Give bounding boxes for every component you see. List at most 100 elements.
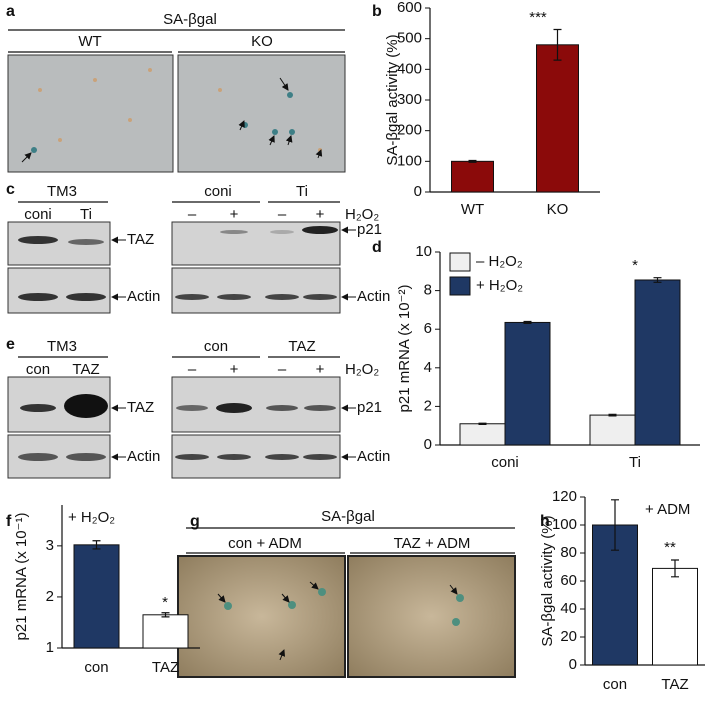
y-tick-label: 0 [414, 183, 422, 200]
band-label: Actin [127, 448, 160, 465]
x-tick-label: WT [461, 201, 484, 218]
y-tick-label: 20 [560, 628, 577, 645]
panel-title: SA-βgal [321, 508, 375, 525]
error-bar [553, 28, 562, 61]
error-bar [671, 559, 679, 578]
y-tick-label: 0 [569, 656, 577, 673]
error-bar [92, 540, 101, 550]
error-bar [478, 422, 487, 425]
y-tick-label: 10 [415, 243, 432, 260]
annotation: *** [529, 9, 547, 26]
y-tick-label: 1 [46, 639, 54, 656]
y-tick-label: 60 [560, 572, 577, 589]
lane-label: TAZ [72, 361, 99, 378]
y-tick-label: 2 [424, 397, 432, 414]
y-tick-label: 4 [424, 359, 432, 376]
sign: – [188, 361, 197, 378]
panel-label: h [540, 513, 550, 530]
blot [7, 376, 356, 479]
lane-label: con [26, 361, 50, 378]
sign: – [188, 206, 197, 223]
y-axis-label: SA-βgal activity (%) [539, 515, 556, 646]
x-tick-label: Ti [629, 454, 641, 471]
sign: + [316, 361, 325, 378]
x-tick-label: TAZ [152, 659, 179, 676]
sign: + [230, 361, 239, 378]
cell-line: TM3 [47, 338, 77, 355]
group-label: TAZ [288, 338, 315, 355]
micrograph [7, 54, 346, 173]
band-label: Actin [357, 448, 390, 465]
y-tick-label: 120 [552, 488, 577, 505]
y-tick-label: 100 [552, 516, 577, 533]
bar [536, 44, 579, 193]
sign: – [278, 206, 287, 223]
y-tick-label: 300 [397, 91, 422, 108]
band-label: Actin [127, 288, 160, 305]
lane-label: coni [24, 206, 52, 223]
annotation: + H₂O₂ [68, 509, 115, 526]
bar [634, 279, 681, 446]
group-label: Ti [296, 183, 308, 200]
error-bar [608, 413, 617, 417]
column-label: TAZ + ADM [394, 535, 471, 552]
annotation: ** [664, 539, 676, 556]
y-tick-label: 8 [424, 282, 432, 299]
error-bar [468, 159, 477, 163]
cell-line: TM3 [47, 183, 77, 200]
bar [652, 567, 698, 666]
panel-title: SA-βgal [163, 11, 217, 28]
y-axis-label: SA-βgal activity (%) [384, 34, 401, 165]
annotation: + ADM [645, 501, 690, 518]
y-tick-label: 2 [46, 588, 54, 605]
panel-label: d [372, 239, 382, 256]
panel-label: f [6, 513, 12, 530]
y-tick-label: 40 [560, 600, 577, 617]
column-label: WT [78, 33, 101, 50]
micrograph [177, 555, 516, 678]
y-tick-label: 400 [397, 60, 422, 77]
legend-label: – H₂O₂ [476, 253, 523, 270]
blot [7, 221, 356, 314]
bar [142, 614, 189, 649]
bar [504, 321, 551, 446]
band-label: Actin [357, 288, 390, 305]
y-tick-label: 0 [424, 436, 432, 453]
panel-label: a [6, 3, 15, 20]
error-bar [653, 277, 662, 283]
column-label: KO [251, 33, 273, 50]
x-tick-label: con [84, 659, 108, 676]
sign: + [316, 206, 325, 223]
y-axis-label: p21 mRNA (x 10⁻²) [396, 285, 413, 413]
panel-label: g [190, 513, 200, 530]
y-tick-label: 3 [46, 537, 54, 554]
group-label: con [204, 338, 228, 355]
band-label: p21 [357, 399, 382, 416]
treatment: H₂O₂ [345, 206, 379, 223]
sign: + [230, 206, 239, 223]
y-tick-label: 500 [397, 30, 422, 47]
error-bar [523, 320, 532, 325]
y-tick-label: 80 [560, 544, 577, 561]
error-bar [161, 612, 170, 618]
x-tick-label: TAZ [661, 676, 688, 693]
x-tick-label: con [603, 676, 627, 693]
bar [589, 414, 636, 446]
bar [451, 160, 494, 193]
lane-label: Ti [80, 206, 92, 223]
x-tick-label: KO [547, 201, 569, 218]
sign: – [278, 361, 287, 378]
y-tick-label: 100 [397, 152, 422, 169]
y-axis-label: p21 mRNA (x 10⁻¹) [13, 513, 30, 641]
legend-swatch [449, 252, 471, 272]
legend-swatch [449, 276, 471, 296]
panel-label: c [6, 181, 15, 198]
annotation: * [162, 594, 168, 611]
x-tick-label: coni [491, 454, 519, 471]
group-label: coni [204, 183, 232, 200]
band-label: TAZ [127, 399, 154, 416]
column-label: con + ADM [228, 535, 302, 552]
panel-label: b [372, 3, 382, 20]
